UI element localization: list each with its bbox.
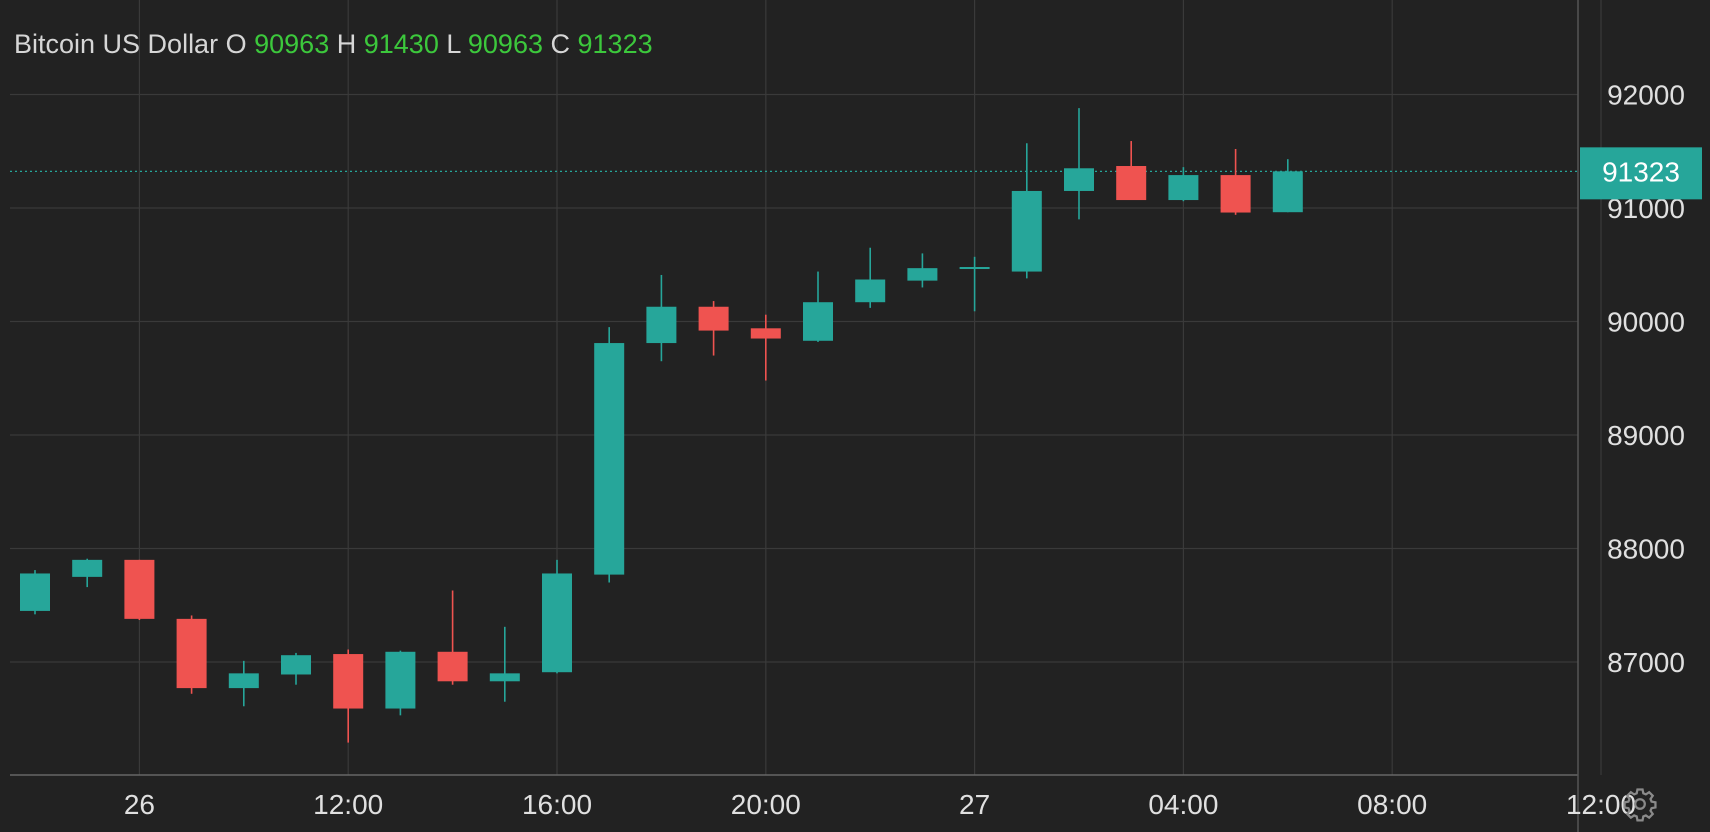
time-tick-label: 27 <box>959 789 990 820</box>
price-tick-label: 87000 <box>1607 647 1685 678</box>
gear-icon <box>1623 788 1657 822</box>
candle-up <box>20 570 50 615</box>
candle-down <box>698 301 729 356</box>
candle-down <box>437 590 468 685</box>
candle-up <box>803 271 833 342</box>
candle-up <box>1272 159 1303 213</box>
time-tick-label: 04:00 <box>1148 789 1218 820</box>
grid-lines <box>10 0 1602 775</box>
candle-up <box>959 256 990 312</box>
candle-body <box>437 651 468 682</box>
candle-body <box>1272 171 1303 213</box>
candle-up <box>646 274 677 362</box>
candle-body <box>1220 175 1251 213</box>
candle-body <box>228 673 259 689</box>
time-tick-label: 26 <box>124 789 155 820</box>
candle-body <box>907 268 938 281</box>
candle-down <box>1116 141 1147 201</box>
candle-body <box>750 328 781 339</box>
candle-up <box>542 559 572 674</box>
price-tick-label: 89000 <box>1607 420 1685 451</box>
price-tick-label: 90000 <box>1607 307 1685 338</box>
candle-up <box>594 327 625 583</box>
last-price-tag-label: 91323 <box>1602 156 1680 187</box>
legend-symbol: Bitcoin US Dollar <box>14 29 219 59</box>
candle-body <box>1116 166 1147 201</box>
candle-up <box>1168 167 1199 202</box>
legend-close-label: C <box>550 29 571 59</box>
candle-body <box>20 573 50 611</box>
candle-body <box>1011 190 1042 272</box>
legend-low-label: L <box>446 29 461 59</box>
candle-down <box>176 615 207 694</box>
candle-up <box>489 626 520 702</box>
legend-open-label: O <box>225 29 247 59</box>
candle-body <box>72 559 103 577</box>
time-tick-label: 08:00 <box>1357 789 1427 820</box>
candle-up <box>72 558 103 588</box>
candle-body <box>594 343 625 575</box>
candle-up <box>907 253 938 288</box>
candle-down <box>124 559 155 621</box>
candle-body <box>385 651 416 709</box>
last-price-tag: 91323 <box>1580 147 1702 200</box>
candle-up <box>1011 143 1042 279</box>
candle-up <box>281 652 311 685</box>
candle-up <box>385 650 416 716</box>
candle-body <box>959 267 990 270</box>
price-tick-label: 88000 <box>1607 534 1685 565</box>
candle-body <box>698 306 729 331</box>
candle-body <box>1168 175 1199 201</box>
candle-down <box>750 314 781 381</box>
candle-body <box>124 559 155 619</box>
legend-high-value: 91430 <box>363 29 439 59</box>
time-tick-label: 20:00 <box>731 789 801 820</box>
last-price-tag-background <box>1580 147 1702 200</box>
settings-button[interactable] <box>1622 786 1658 822</box>
candle-body <box>646 306 677 344</box>
candle-body <box>542 573 572 673</box>
candle-up <box>228 660 259 707</box>
legend-open-value: 90963 <box>254 29 330 59</box>
legend-low-value: 90963 <box>467 29 543 59</box>
candle-body <box>281 655 311 675</box>
candle-body <box>489 673 520 682</box>
candle-body <box>176 618 207 689</box>
candle-body <box>1064 168 1094 191</box>
candle-body <box>803 302 833 341</box>
candle-up <box>1064 108 1094 220</box>
candle-body <box>855 279 886 303</box>
legend-high-label: H <box>336 29 357 59</box>
candle-down <box>1220 148 1251 215</box>
candles <box>20 108 1303 743</box>
candle-down <box>333 649 364 743</box>
time-tick-label: 12:00 <box>313 789 383 820</box>
ohlc-legend: Bitcoin US Dollar O 90963 H 91430 L 9096… <box>14 28 653 60</box>
candle-body <box>333 654 364 709</box>
time-tick-label: 16:00 <box>522 789 592 820</box>
price-tick-label: 92000 <box>1607 80 1685 111</box>
legend-close-value: 91323 <box>577 29 653 59</box>
candle-up <box>855 247 886 308</box>
